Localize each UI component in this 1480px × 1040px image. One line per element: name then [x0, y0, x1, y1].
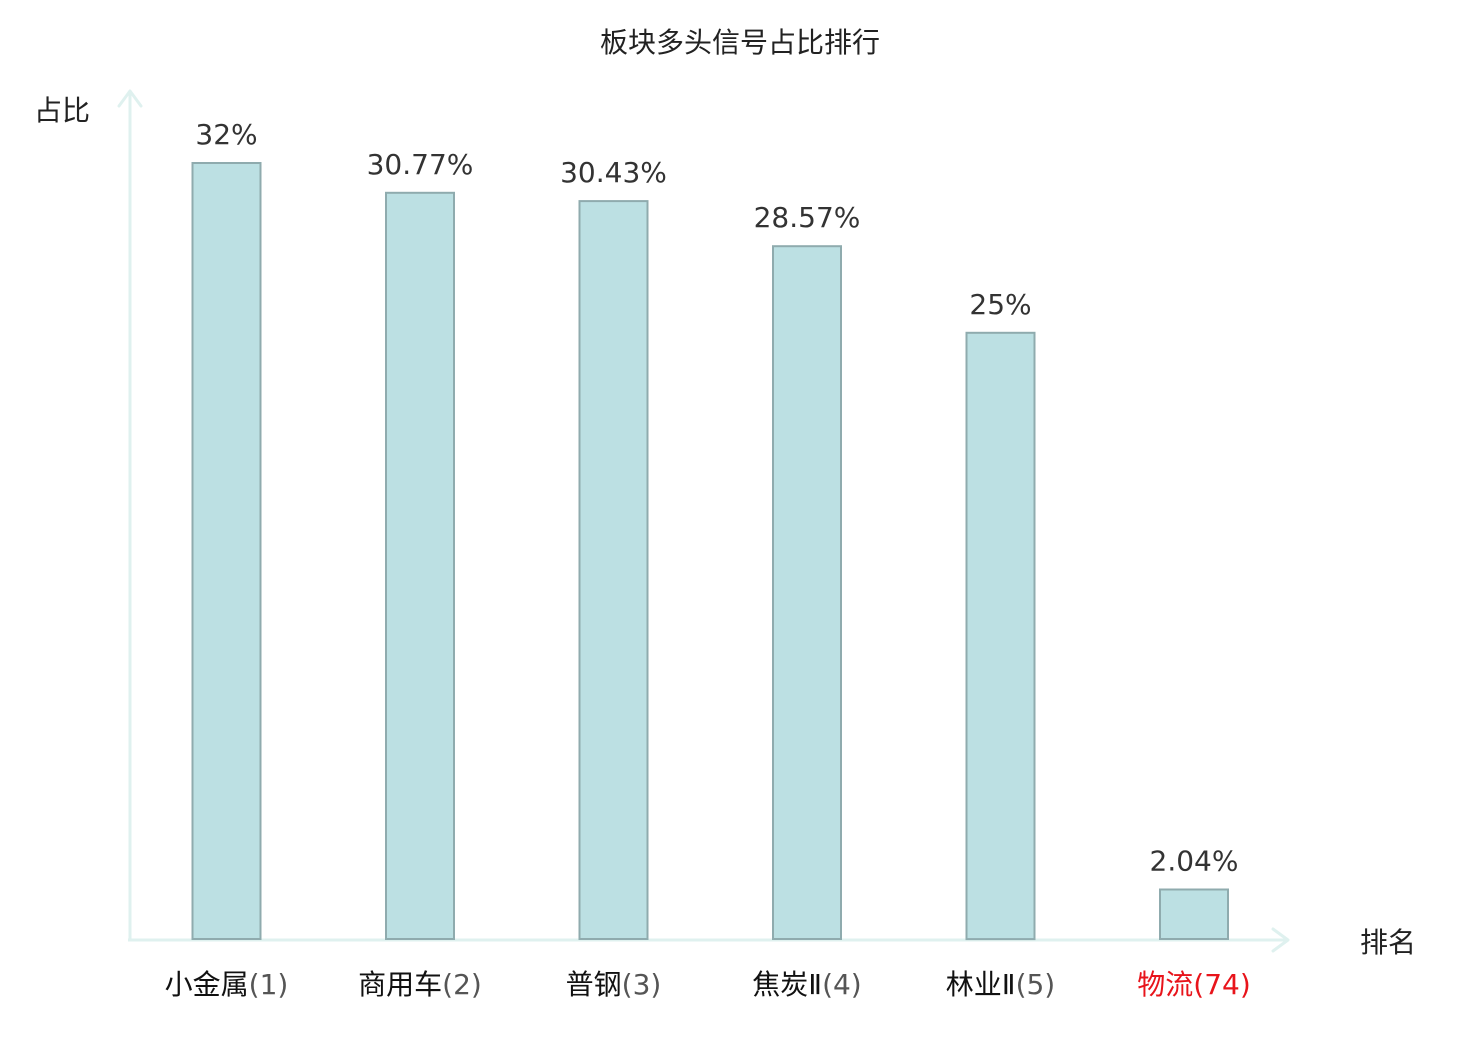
- x-tick-label: 小金属(1): [165, 968, 289, 1001]
- x-tick-category: 焦炭Ⅱ: [752, 968, 822, 1001]
- bar: [191, 162, 262, 940]
- x-tick-label: 商用车(2): [358, 968, 482, 1001]
- x-tick-rank: (74): [1193, 968, 1250, 1001]
- x-axis-label: 排名: [1360, 926, 1416, 959]
- x-tick-category: 普钢: [566, 968, 622, 1001]
- x-tick-labels-group: 小金属(1) 商用车(2) 普钢(3) 焦炭Ⅱ(4) 林业Ⅱ(5) 物流(74): [165, 968, 1251, 1001]
- bar: [1159, 888, 1229, 940]
- bar-value-label: 25%: [969, 288, 1031, 321]
- x-axis-arrowhead: [1271, 927, 1290, 953]
- bar: [385, 191, 455, 941]
- x-tick-rank: (1): [249, 968, 289, 1001]
- x-tick-category: 物流: [1137, 968, 1193, 1001]
- x-axis: [128, 927, 1290, 953]
- bar-value-label: 30.77%: [367, 148, 474, 181]
- bar-value-label: 30.43%: [560, 156, 667, 189]
- x-tick-label: 普钢(3): [566, 968, 662, 1001]
- bar: [578, 200, 649, 941]
- x-tick-rank: (3): [622, 968, 662, 1001]
- y-axis: [117, 89, 143, 940]
- x-tick-rank: (5): [1016, 968, 1056, 1001]
- x-tick-label: 林业Ⅱ(5): [946, 968, 1055, 1001]
- x-tick-category: 林业Ⅱ: [946, 968, 1016, 1001]
- x-tick-rank: (2): [442, 968, 482, 1001]
- x-tick-category: 商用车: [358, 968, 442, 1001]
- y-axis-label: 占比: [34, 94, 90, 127]
- bar: [772, 245, 842, 940]
- x-tick-label: 物流(74): [1137, 968, 1251, 1001]
- value-labels-group: 32% 30.77% 30.43% 28.57% 25% 2.04%: [195, 118, 1238, 878]
- bars-group: [191, 162, 1229, 941]
- bar: [965, 331, 1036, 941]
- x-tick-category: 小金属: [165, 968, 249, 1001]
- y-axis-arrowhead: [117, 89, 143, 108]
- chart-title: 板块多头信号占比排行: [600, 26, 880, 59]
- bar-value-label: 2.04%: [1150, 845, 1239, 878]
- bar-value-label: 32%: [195, 118, 257, 151]
- x-tick-label: 焦炭Ⅱ(4): [752, 968, 861, 1001]
- bar-value-label: 28.57%: [754, 201, 861, 234]
- x-tick-rank: (4): [822, 968, 862, 1001]
